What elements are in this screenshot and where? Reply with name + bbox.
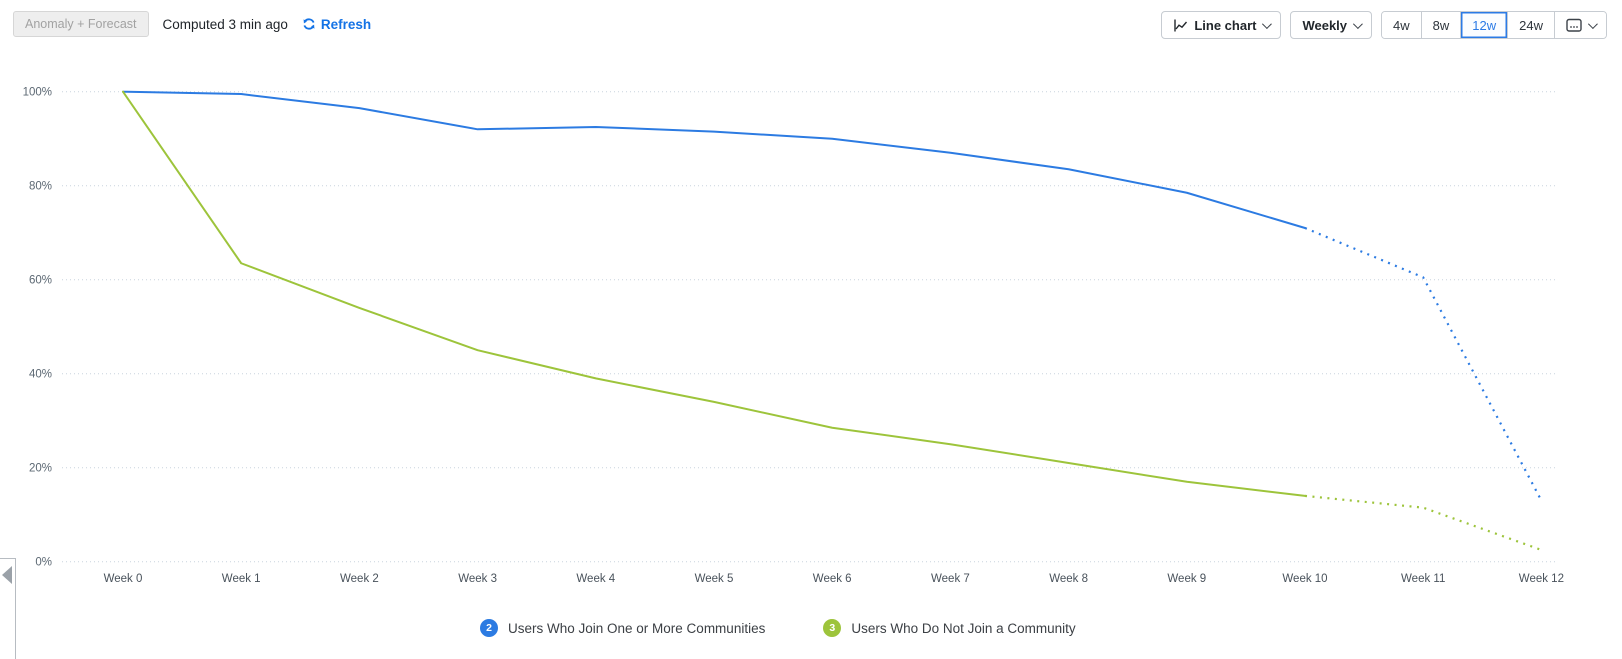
svg-text:60%: 60% [29,275,52,287]
svg-text:Week 1: Week 1 [222,573,261,585]
line-chart-icon [1173,19,1188,32]
svg-text:80%: 80% [29,181,52,193]
svg-text:Week 2: Week 2 [340,573,379,585]
chart-toolbar-right: Line chart Weekly 4w 8w 12w 24w [1161,11,1607,39]
chart-type-dropdown[interactable]: Line chart [1161,11,1282,39]
svg-text:Week 0: Week 0 [104,573,143,585]
anomaly-forecast-button[interactable]: Anomaly + Forecast [13,11,149,37]
svg-text:Week 7: Week 7 [931,573,970,585]
svg-text:40%: 40% [29,369,52,381]
legend-item-no-community[interactable]: 3 Users Who Do Not Join a Community [823,619,1076,637]
refresh-link[interactable]: Refresh [302,17,371,32]
svg-text:Week 4: Week 4 [576,573,615,585]
refresh-icon [302,17,316,31]
chart-toolbar-left: Anomaly + Forecast Computed 3 min ago Re… [13,11,371,37]
computed-timestamp: Computed 3 min ago [162,16,288,32]
legend-label: Users Who Do Not Join a Community [851,620,1076,636]
svg-text:Week 8: Week 8 [1049,573,1088,585]
svg-text:Week 3: Week 3 [458,573,497,585]
svg-text:Week 12: Week 12 [1519,573,1564,585]
series-badge: 3 [823,619,842,637]
calendar-icon [1566,18,1582,32]
svg-text:20%: 20% [29,463,52,475]
range-option-12w[interactable]: 12w [1460,12,1508,38]
chart-legend: 2 Users Who Join One or More Communities… [480,619,1076,637]
refresh-label: Refresh [320,16,372,32]
range-option-24w[interactable]: 24w [1507,12,1554,38]
chevron-left-icon [2,566,12,584]
svg-text:Week 11: Week 11 [1401,573,1445,585]
svg-text:100%: 100% [23,87,52,99]
custom-date-range-button[interactable] [1554,12,1606,38]
svg-text:Week 6: Week 6 [813,573,852,585]
legend-label: Users Who Join One or More Communities [508,620,766,636]
svg-text:Week 10: Week 10 [1282,573,1327,585]
range-button-group: 4w 8w 12w 24w [1381,11,1607,39]
svg-text:Week 5: Week 5 [695,573,734,585]
series-badge: 2 [480,619,498,637]
chart-type-label: Line chart [1194,17,1257,33]
expand-left-panel-handle[interactable] [0,558,16,659]
retention-line-chart[interactable]: 100% 80% 60% 40% 20% 0% Week 0 Week 1 Week 2 Week… [0,0,1622,600]
interval-label: Weekly [1302,17,1348,33]
legend-item-communities-joined[interactable]: 2 Users Who Join One or More Communities [480,619,765,637]
range-option-8w[interactable]: 8w [1420,12,1461,38]
svg-text:0%: 0% [35,557,52,569]
range-option-4w[interactable]: 4w [1382,12,1421,38]
interval-dropdown[interactable]: Weekly [1290,11,1373,39]
svg-text:Week 9: Week 9 [1167,573,1206,585]
